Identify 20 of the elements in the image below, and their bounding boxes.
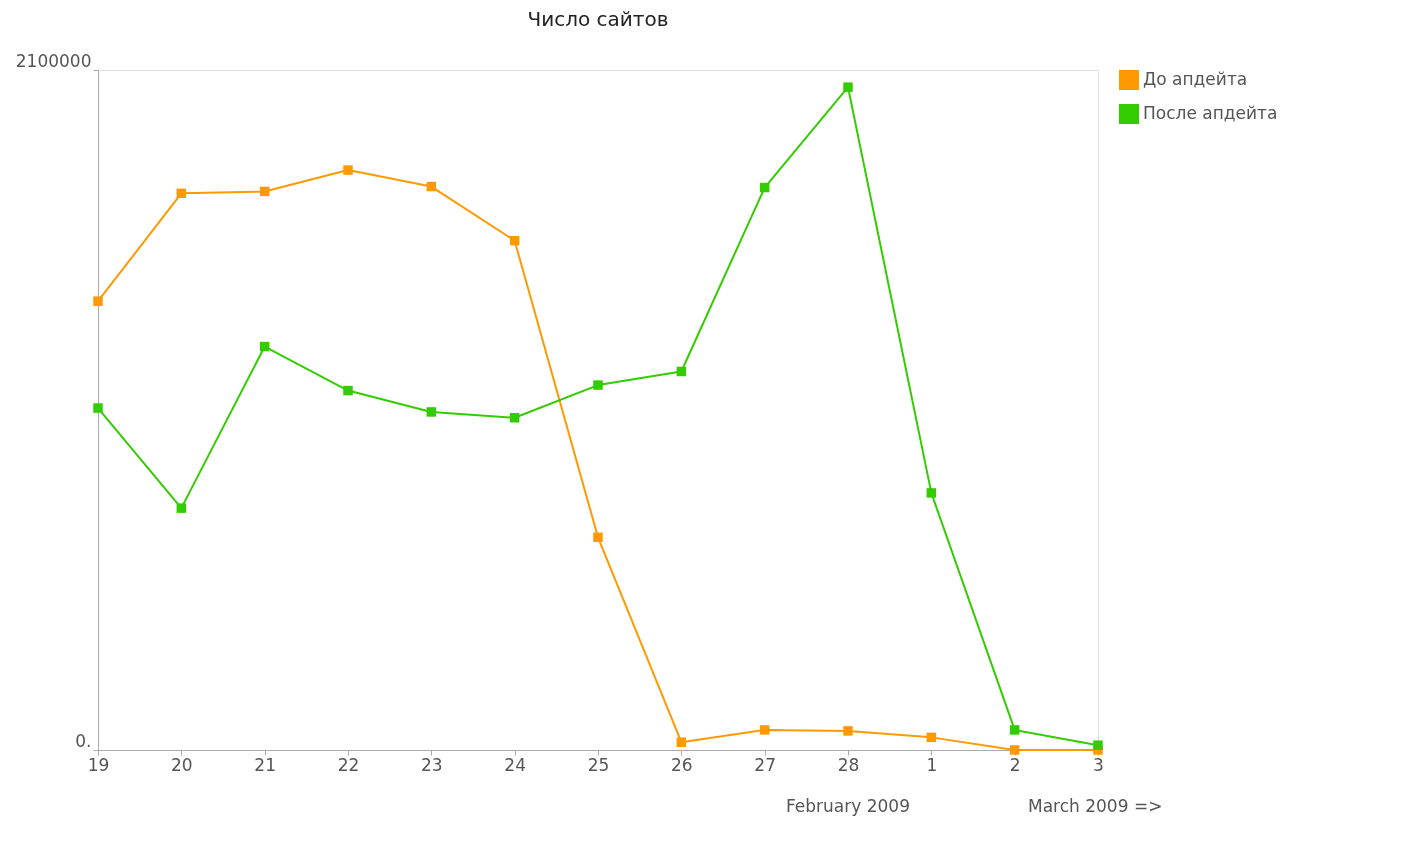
x-tick-label: 2 <box>1009 754 1021 775</box>
legend-label: До апдейта <box>1143 69 1248 89</box>
chart-title: Число сайтов <box>527 7 669 31</box>
x-tick-label: 26 <box>671 754 693 775</box>
x-tick-label: 19 <box>87 754 110 775</box>
x-tick-label: 3 <box>1093 754 1104 775</box>
x-tick-label: 1 <box>926 754 938 775</box>
x-tick-label: 23 <box>421 754 443 775</box>
y-tick-label: 0. <box>75 730 92 751</box>
x-tick-label: 24 <box>504 754 526 775</box>
x-tick-label: 22 <box>337 754 360 775</box>
text: March 2009 => <box>1028 796 1163 816</box>
x-tick-label: 25 <box>587 754 610 775</box>
x-tick-label: 28 <box>837 754 860 775</box>
x-tick-label: 21 <box>254 754 276 775</box>
legend-label: После апдейта <box>1143 103 1278 123</box>
x-tick-label: 27 <box>754 754 776 775</box>
text: February 2009 <box>786 796 910 816</box>
y-tick-label: 2100000 <box>15 50 92 71</box>
x-tick-label: 20 <box>171 754 193 775</box>
